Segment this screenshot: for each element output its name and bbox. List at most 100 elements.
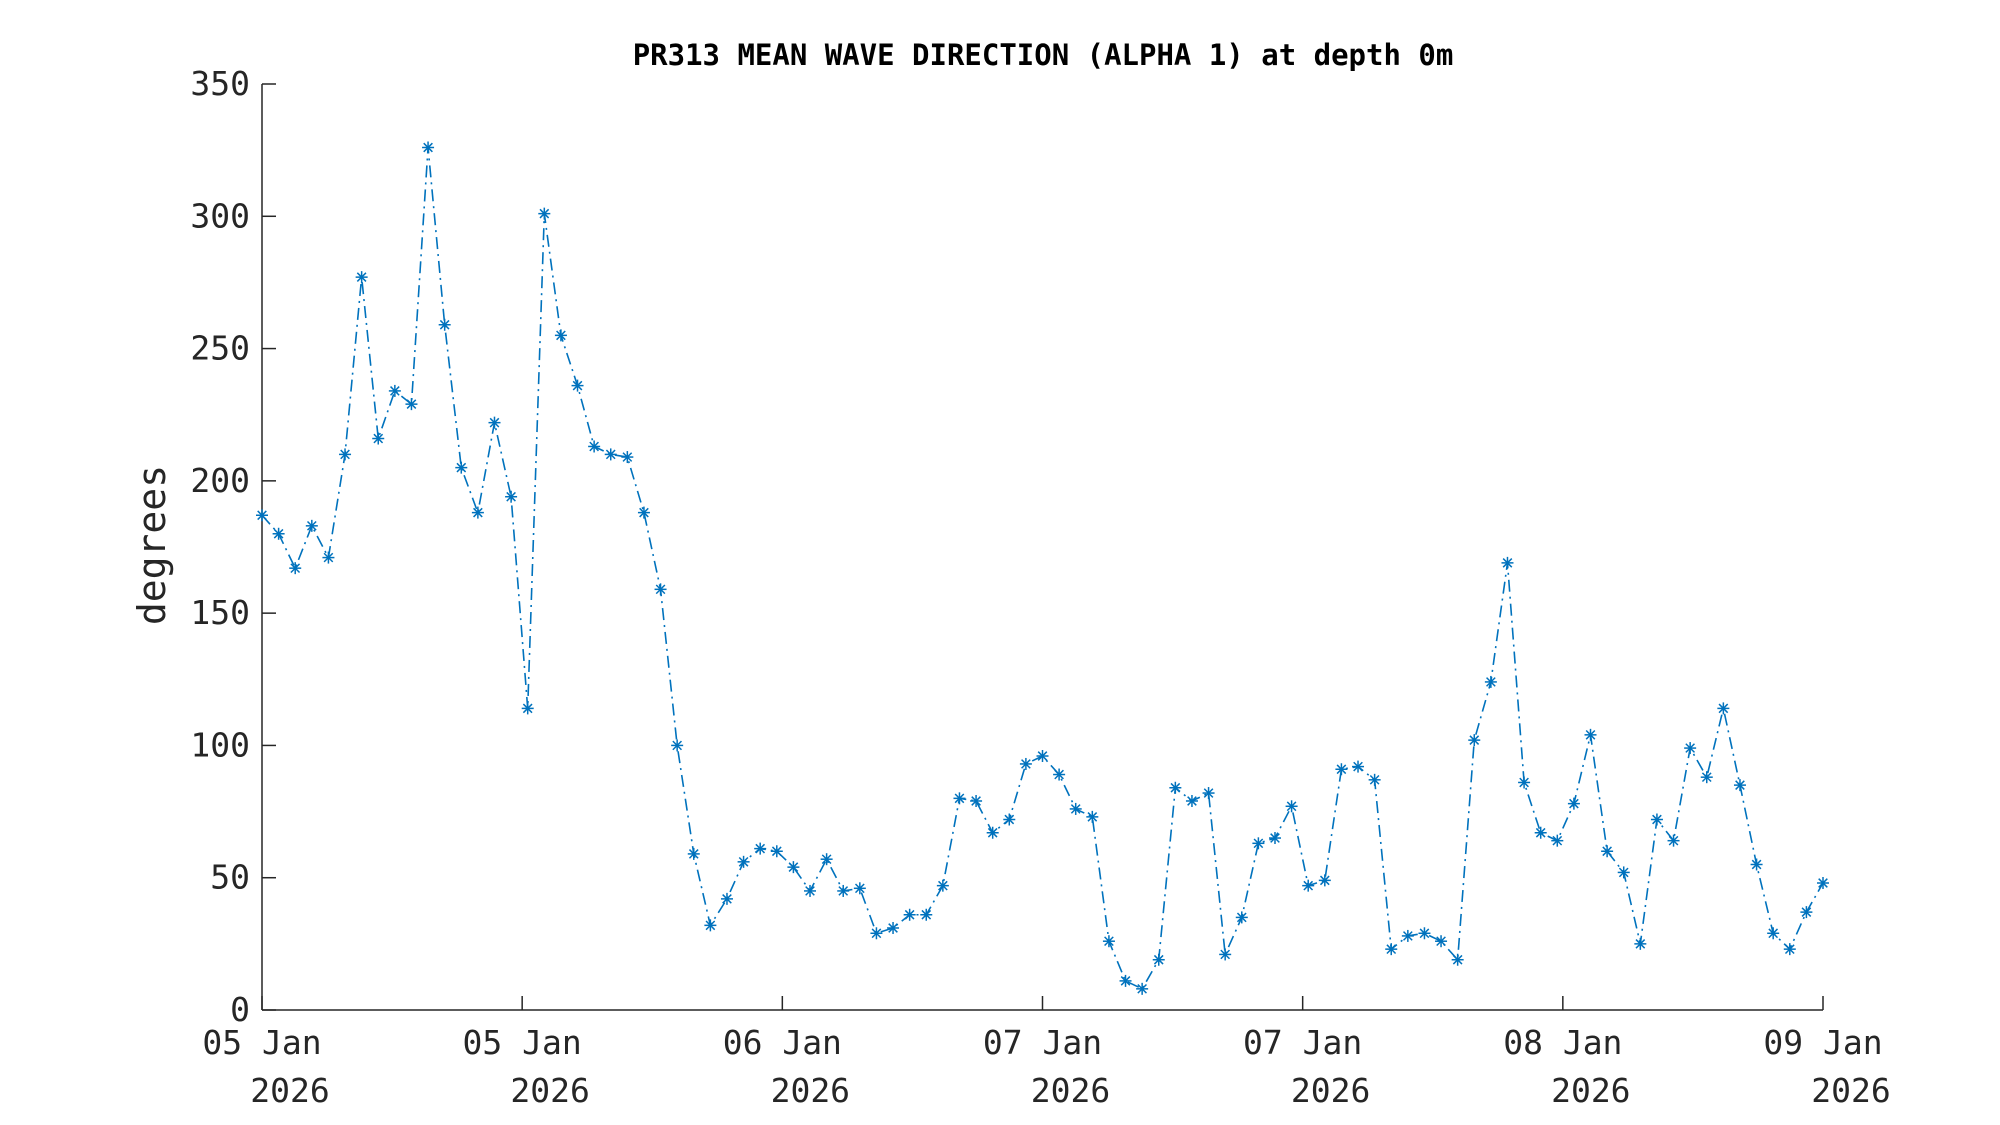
data-point: [804, 884, 817, 897]
x-tick-label: 06 Jan: [723, 1023, 842, 1062]
data-point: [471, 506, 484, 519]
data-point: [571, 379, 584, 392]
data-point: [837, 884, 850, 897]
y-axis-ticks: 0 50 100 150 200 250 300 350: [190, 64, 276, 1029]
x-tick-label: 09 Jan: [1763, 1023, 1882, 1062]
data-point: [405, 398, 418, 411]
data-point: [1634, 937, 1647, 950]
data-point: [820, 853, 833, 866]
data-point: [1650, 813, 1663, 826]
data-point: [704, 919, 717, 932]
data-point: [1235, 911, 1248, 924]
x-tick-year-label: 2026: [250, 1071, 329, 1110]
data-point: [1185, 794, 1198, 807]
data-point: [1003, 813, 1016, 826]
data-point: [787, 861, 800, 874]
y-tick-label: 250: [190, 329, 250, 368]
data-point: [1435, 935, 1448, 948]
data-point: [1019, 757, 1032, 770]
y-tick-label: 200: [190, 461, 250, 500]
x-axis-ticks: 05 Jan 2026 05 Jan 2026 06 Jan 2026 07 Jan 2026…: [202, 996, 1891, 1110]
data-point: [538, 207, 551, 220]
data-point: [754, 842, 767, 855]
series-line: [261, 147, 1824, 990]
data-point: [1385, 943, 1398, 956]
data-point: [720, 892, 733, 905]
data-point: [770, 845, 783, 858]
data-point: [1750, 858, 1763, 871]
data-point: [1053, 768, 1066, 781]
x-tick-year-label: 2026: [1031, 1071, 1110, 1110]
data-point: [1368, 773, 1381, 786]
x-tick-year-label: 2026: [1811, 1071, 1890, 1110]
data-point: [1817, 877, 1829, 890]
data-point: [870, 927, 883, 940]
x-tick-label: 05 Jan: [463, 1023, 582, 1062]
data-point: [272, 527, 285, 540]
data-point: [970, 794, 983, 807]
data-point: [1584, 728, 1597, 741]
data-point: [1119, 974, 1132, 987]
data-point: [1318, 874, 1331, 887]
data-point: [422, 141, 435, 154]
data-point: [1202, 787, 1215, 800]
data-point: [1717, 702, 1730, 715]
x-tick-year-label: 2026: [771, 1071, 850, 1110]
series-line-group: [261, 147, 1824, 990]
data-point: [1501, 556, 1514, 569]
data-point: [887, 921, 900, 934]
chart-title: PR313 MEAN WAVE DIRECTION (ALPHA 1) at d…: [633, 38, 1454, 72]
data-point: [488, 416, 501, 429]
data-point: [1518, 776, 1531, 789]
data-point: [604, 448, 617, 461]
data-point: [1069, 802, 1082, 815]
data-point: [305, 519, 318, 532]
data-point: [671, 739, 684, 752]
data-point: [1302, 879, 1315, 892]
data-point: [1733, 779, 1746, 792]
data-point: [1152, 953, 1165, 966]
x-tick-label: 07 Jan: [1243, 1023, 1362, 1062]
data-point: [1667, 834, 1680, 847]
data-point: [737, 855, 750, 868]
data-point: [654, 583, 667, 596]
data-point: [1601, 845, 1614, 858]
data-point: [621, 451, 634, 464]
y-axis-label: degrees: [130, 465, 174, 625]
data-point: [1567, 797, 1580, 810]
axes: [261, 84, 1823, 1011]
data-point: [505, 490, 518, 503]
data-point: [1401, 929, 1414, 942]
data-point: [687, 847, 700, 860]
data-point: [1285, 800, 1298, 813]
data-point: [1036, 750, 1049, 763]
data-point: [1767, 927, 1780, 940]
data-point: [1136, 982, 1149, 995]
data-point: [1783, 943, 1796, 956]
data-point: [1268, 832, 1281, 845]
x-tick-year-label: 2026: [1551, 1071, 1630, 1110]
data-point: [289, 562, 302, 575]
data-point: [1534, 826, 1547, 839]
data-point: [1484, 675, 1497, 688]
data-point: [986, 826, 999, 839]
data-point: [936, 879, 949, 892]
data-point: [920, 908, 933, 921]
data-point: [588, 440, 601, 453]
data-point: [1468, 734, 1481, 747]
data-point: [1252, 837, 1265, 850]
y-tick-label: 350: [190, 64, 250, 103]
x-tick-label: 05 Jan: [202, 1023, 321, 1062]
data-point: [339, 448, 352, 461]
data-point: [1418, 927, 1431, 940]
data-point: [438, 318, 451, 331]
data-point: [521, 702, 534, 715]
data-point: [1335, 763, 1348, 776]
x-tick-label: 07 Jan: [983, 1023, 1102, 1062]
data-point: [554, 329, 567, 342]
data-point: [1086, 810, 1099, 823]
y-tick-label: 300: [190, 196, 250, 235]
data-point: [1800, 906, 1813, 919]
data-point: [903, 908, 916, 921]
